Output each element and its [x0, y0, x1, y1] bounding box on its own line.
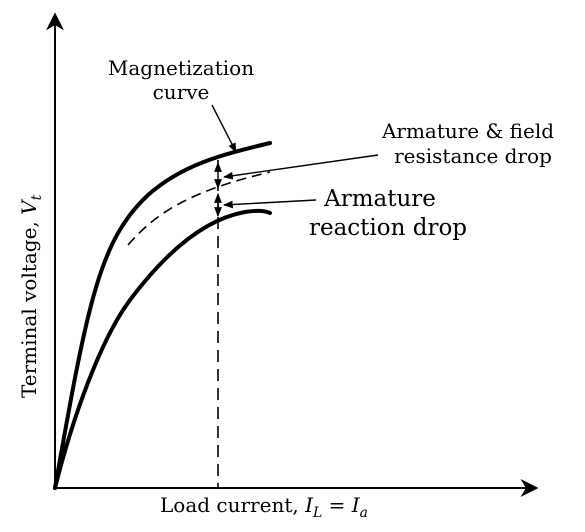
dashed-intermediate-curve — [127, 171, 271, 246]
magnetization-leader-arrow — [211, 104, 237, 153]
x-axis-label: Load current, IL = Ia — [160, 493, 368, 521]
terminal-voltage-curve — [53, 208, 272, 490]
x-axis-label-var2: I — [351, 493, 361, 517]
x-axis-label-sub2: a — [360, 505, 368, 521]
y-axis-label-sub: t — [29, 194, 45, 200]
resistance-leader-arrow — [223, 154, 379, 180]
y-axis-label-var: V — [17, 198, 41, 215]
reaction-leader-arrow — [223, 199, 317, 209]
resistance-drop-label-line1: Armature & field — [381, 119, 554, 143]
x-axis-label-sub1: L — [312, 505, 322, 521]
reaction-drop-label-line2: reaction drop — [309, 215, 467, 241]
x-axis-label-var1: I — [304, 493, 314, 517]
x-axis-label-prefix: Load current, — [160, 493, 305, 517]
x-axis-label-eq: = — [322, 493, 351, 517]
magnetization-label-line2: curve — [153, 80, 210, 104]
reaction-drop-label-line1: Armature — [323, 186, 436, 212]
y-axis-label: Terminal voltage, Vt — [17, 194, 45, 398]
magnetization-label-line1: Magnetization — [108, 56, 254, 80]
y-axis-label-prefix: Terminal voltage, — [17, 215, 41, 398]
resistance-drop-label-line2: resistance drop — [394, 144, 552, 168]
magnetization-curve — [53, 141, 272, 490]
